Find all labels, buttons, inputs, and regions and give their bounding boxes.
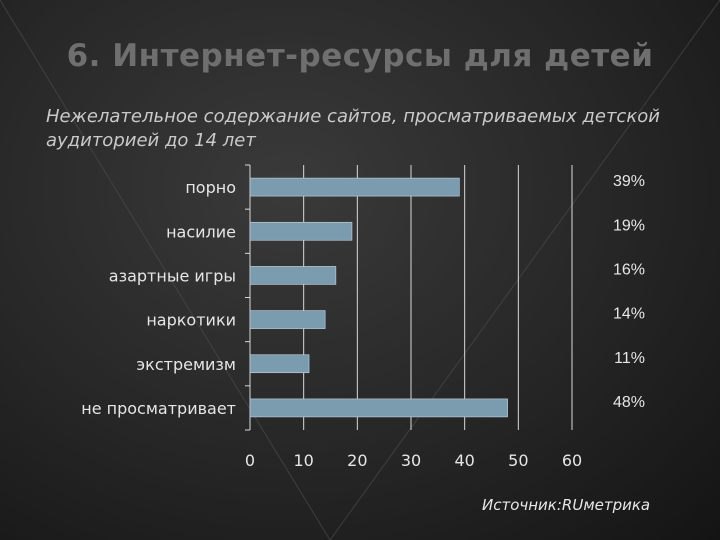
x-tick-label: 50 <box>508 451 528 470</box>
data-label: 48% <box>613 394 645 411</box>
data-label: 19% <box>613 217 645 234</box>
source-note: Источник:RUметрика <box>482 496 651 514</box>
category-label: экстремизм <box>136 355 236 374</box>
x-tick-label: 20 <box>347 451 367 470</box>
category-label: наркотики <box>146 311 236 330</box>
data-label: 11% <box>614 350 645 367</box>
category-label: не просматривает <box>81 399 236 418</box>
decor-line-right <box>329 0 720 540</box>
bar-4 <box>249 354 310 374</box>
category-label: порно <box>185 178 236 197</box>
bar-2 <box>249 266 337 285</box>
bar-0 <box>249 177 460 197</box>
category-label: насилие <box>166 222 236 241</box>
bar-1 <box>249 221 353 241</box>
slide-subtitle: Нежелательное содержание сайтов, просмат… <box>46 106 660 151</box>
x-tick-label: 10 <box>293 451 313 470</box>
slide-title: 6. Интернет-ресурсы для детей <box>66 38 654 74</box>
category-label: азартные игры <box>109 266 236 285</box>
x-tick-label: 30 <box>401 451 421 470</box>
data-label: 14% <box>613 306 645 323</box>
data-label: 16% <box>613 261 645 278</box>
x-tick-label: 60 <box>562 451 582 470</box>
bar-3 <box>249 310 326 329</box>
decor-line-left <box>0 0 331 540</box>
data-label: 39% <box>613 173 645 190</box>
bar-5 <box>249 398 508 418</box>
x-tick-label: 40 <box>454 451 474 470</box>
x-tick-label: 0 <box>245 451 255 470</box>
